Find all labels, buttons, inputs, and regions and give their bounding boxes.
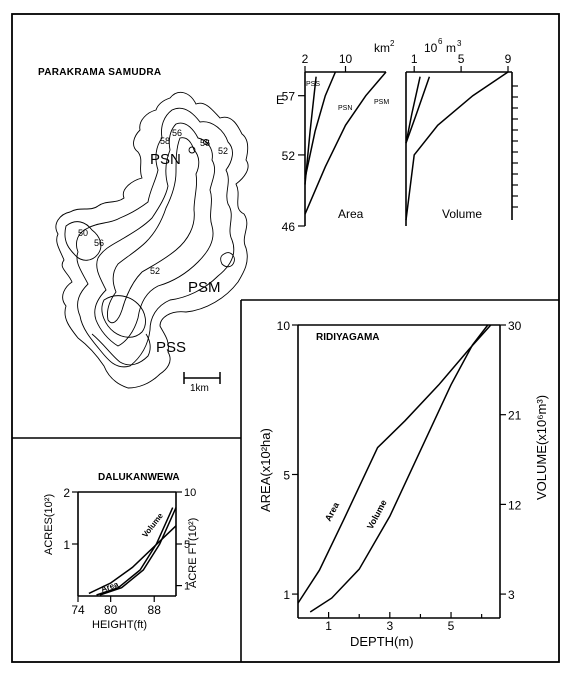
scale-bar-label: 1km: [190, 383, 209, 394]
rid-area-label: Area: [323, 500, 342, 523]
map-contours: [55, 91, 249, 389]
volume-curve-pss: [405, 76, 421, 144]
map-inlet-left: [64, 221, 102, 261]
rid-x-tick-label: 3: [386, 619, 393, 633]
dal-curve-volume-edge: [96, 507, 174, 596]
dal-x-tick-label: 88: [148, 603, 162, 617]
rid-y-tick-label: 5: [283, 468, 290, 482]
map-contour-3: [107, 137, 200, 324]
rid-y-tick-label: 1: [283, 588, 290, 602]
rid-y-tick-label: 10: [277, 319, 291, 333]
area-y-tick-label: 52: [282, 149, 296, 163]
chart-parakrama-area: km 2 Area E PSN PSM PSS 46 52 57 2 10: [276, 39, 395, 234]
volume-x-tick-label: 1: [411, 52, 418, 66]
map-outline: [55, 91, 249, 389]
rid-x-tick-label: 1: [325, 619, 332, 633]
dal-x-tick-label: 74: [71, 603, 85, 617]
dal-title: DALUKANWEWA: [98, 472, 180, 483]
rid-title: RIDIYAGAMA: [316, 332, 380, 343]
dal-y-tick-label: 1: [63, 538, 70, 552]
contour-label: 56: [94, 238, 104, 248]
contour-label: 56: [172, 128, 182, 138]
area-x-tick-label: 10: [339, 52, 353, 66]
dal-x-tick-label: 80: [104, 603, 118, 617]
map-title: PARAKRAMA SAMUDRA: [38, 67, 161, 78]
volume-x-tick-label: 9: [505, 52, 512, 66]
contour-label: 56: [200, 138, 210, 148]
chart-ridiyagama: RIDIYAGAMA DEPTH(m) AREA(x10²ha) VOLUME(…: [258, 319, 549, 649]
rid-y-label: AREA(x10²ha): [258, 428, 273, 512]
map-contour-1: [76, 107, 235, 368]
area-curve-psm: [304, 71, 387, 215]
map-island: [220, 252, 235, 268]
series-label: PSM: [374, 99, 389, 106]
rid-y2-tick-label: 3: [508, 588, 515, 602]
series-label: PSS: [306, 81, 320, 88]
map-label-psm: PSM: [188, 279, 221, 296]
area-curve-pss: [304, 76, 317, 185]
map-label-pss: PSS: [156, 339, 186, 356]
area-top-unit-exp: 2: [390, 39, 395, 48]
contour-label: 52: [150, 266, 160, 276]
rid-y2-tick-label: 21: [508, 409, 522, 423]
dal-y2-tick-label: 10: [184, 487, 196, 499]
contour-label: 52: [218, 146, 228, 156]
outer-frame: [11, 13, 560, 663]
volume-top-unit-suffix-exp: 3: [457, 39, 462, 48]
rid-curve-area: [297, 324, 492, 604]
volume-x-tick-label: 5: [458, 52, 465, 66]
rid-volume-label: Volume: [365, 498, 389, 531]
rid-x-label: DEPTH(m): [350, 634, 414, 649]
dal-x-label: HEIGHT(ft): [92, 619, 147, 631]
map-inlet-south: [101, 295, 146, 338]
map-island-small-2: [203, 139, 209, 145]
volume-curve-psn: [405, 76, 431, 144]
map-island-small: [188, 146, 196, 154]
dal-y-tick-label: 2: [63, 486, 70, 500]
area-y-tick-label: 57: [282, 90, 296, 104]
rid-y2-tick-label: 30: [508, 319, 522, 333]
map-panel: PARAKRAMA SAMUDRA 56 58 52 50 56 52 56 P…: [38, 67, 249, 394]
chart-dalukanwewa: DALUKANWEWA HEIGHT(ft) ACRES(10²) ACRE F…: [43, 472, 199, 631]
chart-parakrama-volume: 10 6 m 3 Volume 1 5 9: [405, 37, 518, 226]
dal-y2-label: ACRE FT(10²): [187, 518, 199, 588]
rid-x-tick-label: 5: [448, 619, 455, 633]
map-label-psn: PSN: [150, 151, 181, 168]
dal-curve-volume: [99, 507, 177, 596]
dal-y2-tick-label: 5: [184, 539, 190, 551]
area-panel-label: Area: [338, 207, 364, 221]
map-contour-south: [91, 333, 151, 366]
area-y-unit: E: [276, 93, 284, 107]
volume-top-unit-exp: 6: [438, 37, 443, 46]
series-label: PSN: [338, 105, 352, 112]
contour-label: 58: [160, 136, 170, 146]
rid-y2-tick-label: 12: [508, 498, 522, 512]
rid-y2-label: VOLUME(x10⁶m³): [534, 395, 549, 500]
contour-label: 50: [78, 228, 88, 238]
map-contour-2: [94, 122, 215, 347]
scale-bar: 1km: [183, 372, 221, 394]
area-x-tick-label: 2: [302, 52, 309, 66]
area-y-tick-label: 46: [282, 220, 296, 234]
volume-top-unit: 10: [424, 41, 438, 55]
volume-curve-psm: [405, 71, 509, 221]
dal-volume-label: Volume: [140, 511, 165, 539]
area-curve-psn: [304, 71, 337, 179]
volume-top-unit-suffix: m: [446, 41, 456, 55]
rid-curve-volume: [309, 324, 489, 613]
dal-y-label: ACRES(10²): [43, 494, 55, 555]
dal-y2-tick-label: 1: [184, 581, 190, 593]
area-top-unit: km: [374, 41, 390, 55]
volume-panel-label: Volume: [442, 207, 482, 221]
